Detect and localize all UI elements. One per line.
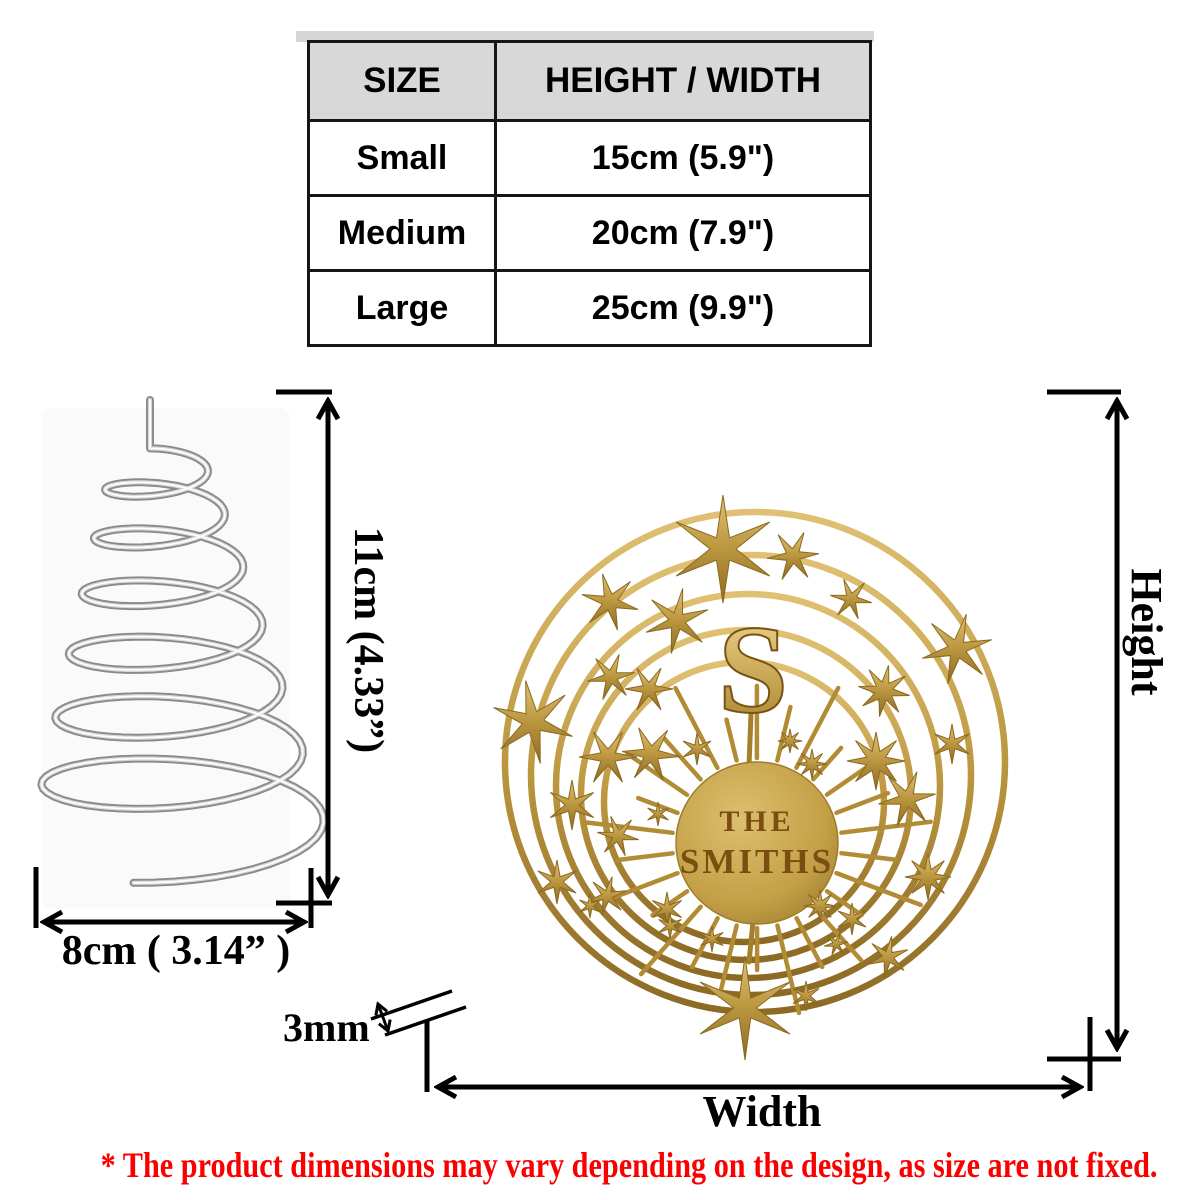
star-icon bbox=[682, 732, 712, 766]
star-icon bbox=[587, 876, 627, 916]
wire-thickness-arrow bbox=[374, 1001, 392, 1034]
star-icon bbox=[766, 532, 820, 580]
star-icon bbox=[837, 902, 867, 936]
dimension-cell: 20cm (7.9") bbox=[494, 194, 872, 272]
star-icon bbox=[878, 771, 936, 827]
disc-text-line1: THE bbox=[719, 805, 794, 838]
sunburst-ray bbox=[650, 889, 690, 918]
star-icon bbox=[700, 925, 724, 953]
size-cell: Medium bbox=[307, 194, 497, 272]
dimension-lines bbox=[33, 389, 1121, 1092]
star-icon bbox=[493, 680, 573, 764]
star-icon bbox=[830, 579, 872, 619]
star-icon bbox=[645, 588, 709, 654]
star-icon bbox=[549, 779, 595, 831]
gold-star-ornament: THE SMITHS S bbox=[493, 494, 1009, 1061]
star-icon bbox=[597, 816, 639, 856]
size-cell: Small bbox=[307, 119, 497, 197]
star-icon bbox=[792, 980, 820, 1012]
table-row: Large 25cm (9.9") bbox=[307, 269, 872, 347]
dimension-cell: 15cm (5.9") bbox=[494, 119, 872, 197]
disclaimer-text: * The product dimensions may vary depend… bbox=[0, 1145, 1200, 1186]
sunburst-ray bbox=[834, 870, 923, 908]
star-icon bbox=[846, 731, 906, 791]
star-icon bbox=[699, 955, 791, 1061]
table-row: Small 15cm (5.9") bbox=[307, 119, 872, 197]
sunburst-ray bbox=[839, 850, 899, 863]
star-icon bbox=[675, 494, 771, 604]
table-row: Medium 20cm (7.9") bbox=[307, 194, 872, 272]
sunburst-ray bbox=[625, 751, 690, 798]
star-icon bbox=[868, 936, 908, 978]
wire-thickness-leader-2 bbox=[384, 1005, 467, 1037]
sunburst-ray bbox=[615, 851, 675, 863]
disclaimer-text-inner: * The product dimensions may vary depend… bbox=[100, 1145, 1158, 1185]
star-icon bbox=[934, 723, 970, 765]
dimension-column-header: HEIGHT / WIDTH bbox=[494, 40, 872, 122]
star-icon bbox=[824, 932, 848, 956]
sunburst-ray bbox=[717, 923, 739, 998]
star-icon bbox=[624, 667, 674, 711]
ornament-width-label: Width bbox=[702, 1087, 822, 1136]
wire-ring bbox=[527, 551, 975, 999]
ornament-height-label: Height bbox=[1122, 568, 1171, 696]
sunburst-ray bbox=[638, 904, 703, 977]
star-icon bbox=[777, 728, 803, 754]
star-icon bbox=[921, 613, 993, 685]
sunburst-ray bbox=[581, 819, 675, 836]
sunburst-ray bbox=[607, 870, 680, 902]
sunburst-ray bbox=[794, 915, 825, 970]
sunburst-ray bbox=[839, 819, 933, 835]
star-icon bbox=[803, 889, 837, 923]
spiral-wire bbox=[40, 399, 325, 884]
sunburst-ray bbox=[834, 790, 891, 816]
star-icon bbox=[537, 859, 577, 905]
sunburst-ray bbox=[775, 923, 802, 1016]
star-icon bbox=[578, 731, 638, 783]
stand-height-label: 11cm (4.33”) bbox=[345, 526, 391, 754]
dimension-cell: 25cm (9.9") bbox=[494, 269, 872, 347]
table-top-shadow bbox=[296, 31, 874, 42]
sunburst-ray bbox=[661, 736, 703, 782]
monogram-stem bbox=[746, 711, 754, 769]
spiral-stand-photo bbox=[37, 396, 328, 908]
star-icon bbox=[621, 727, 681, 781]
size-column-header: SIZE bbox=[307, 40, 497, 122]
star-icon bbox=[796, 748, 828, 780]
name-disc bbox=[675, 761, 839, 925]
disc-stem bbox=[746, 919, 756, 965]
star-icon bbox=[658, 912, 682, 940]
monogram-letter: S bbox=[718, 601, 788, 740]
star-icon bbox=[647, 801, 669, 827]
stand-width-label: 8cm ( 3.14” ) bbox=[61, 928, 291, 974]
star-icon bbox=[579, 893, 601, 919]
sunburst-ray bbox=[824, 888, 864, 918]
sunburst-ray bbox=[811, 745, 844, 782]
star-icon bbox=[858, 665, 910, 717]
sunburst-ray bbox=[724, 717, 739, 763]
size-cell: Large bbox=[307, 269, 497, 347]
size-table: SIZE HEIGHT / WIDTH Small 15cm (5.9") Me… bbox=[307, 40, 872, 347]
star-icon bbox=[904, 853, 952, 901]
star-icon bbox=[587, 654, 635, 700]
spiral-wire-cone bbox=[37, 396, 328, 887]
disc-text-line2: SMITHS bbox=[680, 842, 834, 881]
ornament-stars bbox=[493, 494, 993, 1061]
star-icon bbox=[581, 573, 639, 631]
sunburst-ray bbox=[673, 685, 720, 771]
size-table-header-row: SIZE HEIGHT / WIDTH bbox=[307, 40, 872, 122]
wire-thickness-label: 3mm bbox=[283, 1005, 370, 1050]
